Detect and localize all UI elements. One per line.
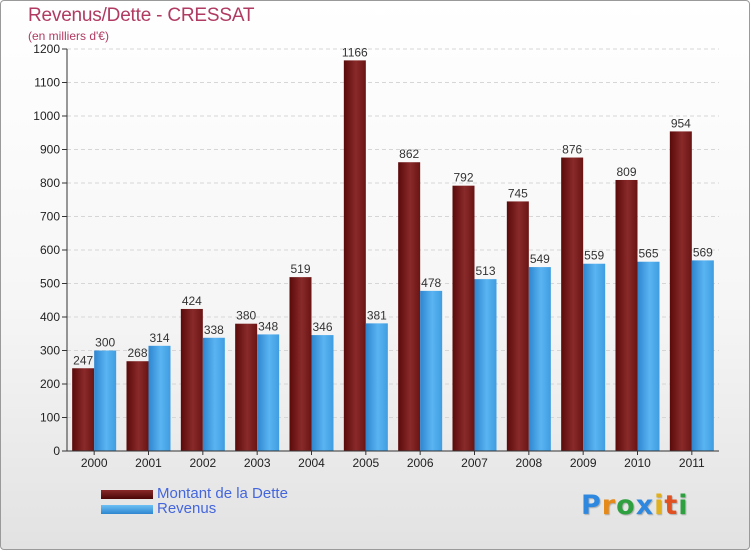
bar-dette — [452, 185, 475, 451]
bar-revenus — [420, 290, 443, 451]
x-tick-label: 2003 — [244, 456, 271, 470]
data-label: 559 — [584, 249, 604, 263]
logo-letter: o — [616, 490, 636, 521]
bar-dette — [615, 179, 638, 452]
bar-dette — [398, 162, 421, 452]
x-tick-label: 2008 — [515, 456, 542, 470]
chart-title: Revenus/Dette - CRESSAT — [28, 5, 255, 26]
x-tick-label: 2002 — [189, 456, 216, 470]
bar-dette — [343, 60, 366, 451]
x-tick-label: 2011 — [679, 456, 705, 470]
bar-revenus — [528, 267, 551, 451]
bar-dette — [506, 201, 529, 451]
y-tick-label: 100 — [40, 411, 60, 425]
proxiti-logo: Proxiti — [581, 490, 689, 521]
logo-letter: t — [664, 490, 679, 521]
x-tick-label: 2010 — [624, 456, 651, 470]
legend-label-revenus: Revenus — [157, 500, 217, 517]
chart-subtitle: (en milliers d'€) — [28, 29, 109, 43]
data-label: 424 — [182, 294, 202, 308]
bar-dette — [72, 368, 95, 451]
bar-revenus — [202, 337, 225, 451]
bar-dette — [180, 308, 203, 451]
data-label: 513 — [475, 264, 495, 278]
bar-revenus — [365, 323, 388, 451]
x-tick-label: 2006 — [407, 456, 434, 470]
y-tick-label: 0 — [53, 444, 60, 458]
legend-swatch-revenus — [101, 505, 153, 514]
legend-swatch-dette — [101, 490, 153, 499]
data-label: 1166 — [342, 45, 368, 59]
x-tick-label: 2005 — [352, 456, 379, 470]
bar-dette — [126, 361, 149, 451]
bar-dette — [561, 157, 584, 452]
x-tick-label: 2009 — [570, 456, 597, 470]
data-label: 569 — [693, 245, 713, 259]
data-label: 268 — [127, 346, 147, 360]
y-tick-label: 400 — [40, 310, 60, 324]
bar-revenus — [583, 263, 606, 451]
y-tick-label: 900 — [40, 143, 60, 157]
data-label: 745 — [508, 186, 528, 200]
y-tick-label: 1200 — [33, 42, 60, 56]
data-label: 809 — [616, 165, 636, 179]
x-tick-label: 2000 — [81, 456, 108, 470]
logo-letter: x — [635, 490, 655, 521]
logo-letter: i — [654, 490, 665, 521]
y-tick-label: 600 — [40, 243, 60, 257]
x-tick-label: 2001 — [135, 456, 162, 470]
logo-letter: P — [581, 490, 602, 521]
data-label: 565 — [638, 247, 658, 261]
data-label: 954 — [671, 116, 691, 130]
legend-label-dette: Montant de la Dette — [157, 485, 288, 502]
y-tick-label: 500 — [40, 277, 60, 291]
data-label: 478 — [421, 276, 441, 290]
data-label: 519 — [290, 262, 310, 276]
data-label: 247 — [73, 353, 93, 367]
bar-revenus — [148, 345, 171, 451]
bar-revenus — [637, 261, 660, 451]
data-label: 792 — [453, 171, 473, 185]
bar-dette — [235, 323, 258, 451]
y-tick-label: 200 — [40, 377, 60, 391]
bar-dette — [289, 277, 312, 451]
logo-letter: i — [678, 490, 689, 521]
data-label: 300 — [95, 336, 115, 350]
bar-revenus — [311, 335, 334, 451]
data-label: 381 — [367, 308, 387, 322]
y-tick-label: 800 — [40, 176, 60, 190]
bar-revenus — [94, 350, 117, 451]
y-tick-label: 1000 — [33, 109, 60, 123]
y-tick-label: 1100 — [34, 76, 60, 90]
data-label: 876 — [562, 143, 582, 157]
data-label: 549 — [530, 252, 550, 266]
logo-letter: r — [601, 490, 617, 521]
bar-revenus — [474, 279, 497, 451]
y-tick-label: 700 — [40, 210, 60, 224]
data-label: 346 — [312, 320, 332, 334]
y-tick-label: 300 — [40, 344, 60, 358]
bar-revenus — [691, 260, 714, 451]
data-label: 862 — [399, 147, 419, 161]
data-label: 338 — [204, 323, 224, 337]
bar-revenus — [257, 334, 280, 451]
x-tick-label: 2004 — [298, 456, 325, 470]
data-label: 314 — [149, 331, 169, 345]
x-tick-label: 2007 — [461, 456, 488, 470]
data-label: 348 — [258, 319, 278, 333]
bar-dette — [669, 131, 692, 451]
data-label: 380 — [236, 309, 256, 323]
